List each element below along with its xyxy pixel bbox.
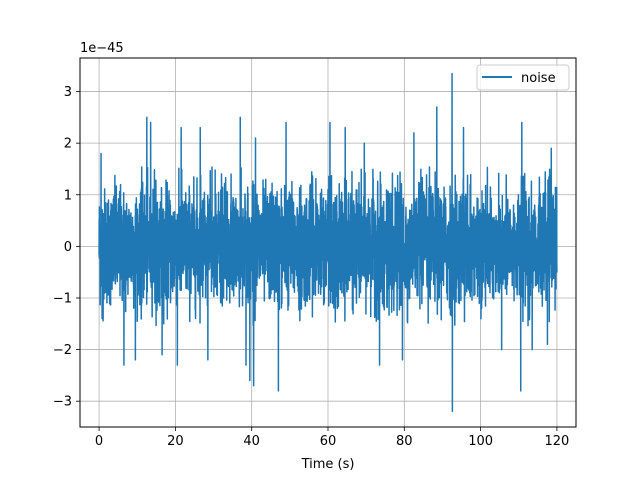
y-tick-label: 3 <box>64 85 72 100</box>
x-tick-label: 80 <box>396 434 413 449</box>
y-tick-label: 2 <box>64 137 72 152</box>
y-axis: −3 −2 −1 0 1 2 3 <box>53 85 80 410</box>
x-tick-label: 20 <box>167 434 184 449</box>
y-tick-label: 1 <box>64 188 72 203</box>
legend-entry-noise: noise <box>521 71 556 86</box>
x-tick-label: 60 <box>320 434 337 449</box>
x-tick-label: 100 <box>468 434 493 449</box>
y-tick-label: 0 <box>64 240 72 255</box>
x-axis-label: Time (s) <box>301 457 355 472</box>
y-tick-label: −1 <box>53 291 72 306</box>
offset-text: 1e−45 <box>80 41 124 56</box>
legend: noise <box>476 64 570 91</box>
x-tick-label: 40 <box>243 434 260 449</box>
y-tick-label: −2 <box>53 343 72 358</box>
series-line-noise <box>98 72 558 413</box>
series-group <box>98 72 558 413</box>
x-axis: 0 20 40 60 80 100 120 <box>95 427 569 449</box>
y-tick-label: −3 <box>53 395 72 410</box>
x-tick-label: 0 <box>95 434 103 449</box>
x-tick-label: 120 <box>545 434 570 449</box>
legend-box <box>476 64 570 91</box>
